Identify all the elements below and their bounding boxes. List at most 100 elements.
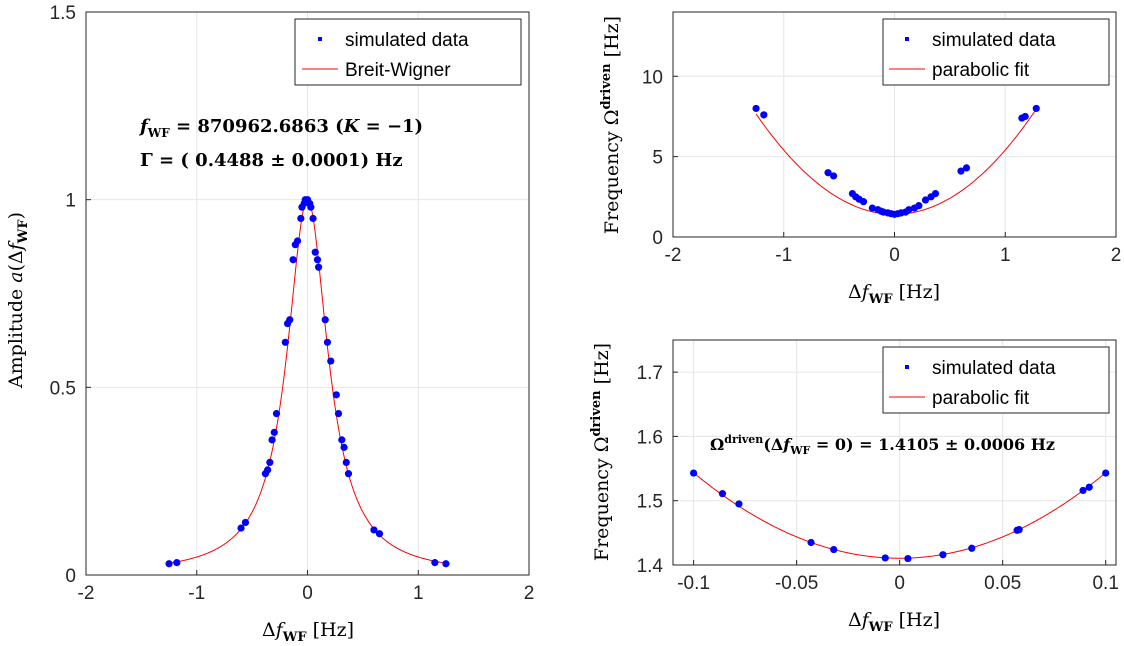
- left-ylabel: Amplitude a(ΔfWF): [5, 212, 31, 389]
- data-point: [957, 167, 965, 175]
- data-point: [289, 256, 297, 264]
- data-point: [1015, 526, 1023, 534]
- y-tick-label: 1.5: [50, 3, 76, 24]
- br-legend-box: [882, 346, 1110, 414]
- left-legend-box: [294, 18, 522, 86]
- data-point: [327, 357, 335, 365]
- data-point: [241, 518, 250, 527]
- y-tick-label: 1.5: [637, 492, 663, 513]
- x-tick-label: -2: [665, 245, 682, 266]
- data-point: [264, 466, 272, 474]
- tr-legend-marker-points: [905, 37, 909, 41]
- data-point: [760, 111, 768, 119]
- data-point: [281, 338, 289, 346]
- x-tick-label: 2: [524, 583, 535, 604]
- data-point: [868, 204, 876, 212]
- data-point: [313, 256, 322, 264]
- left-data-points: [165, 196, 450, 568]
- data-point: [165, 560, 173, 568]
- x-tick-label: -0.05: [775, 573, 818, 594]
- data-point: [881, 554, 889, 562]
- x-tick-label: -2: [78, 583, 95, 604]
- data-point: [272, 410, 281, 418]
- data-point: [340, 443, 348, 451]
- y-tick-label: 0: [652, 228, 663, 249]
- br-legend-label-data: simulated data: [932, 358, 1056, 379]
- data-point: [824, 169, 832, 177]
- data-point: [442, 560, 450, 568]
- data-point: [718, 490, 727, 498]
- data-point: [752, 104, 760, 113]
- left-ticks: -2 -1 0 1 2 0 0.5 1 1.5: [50, 3, 535, 604]
- y-tick-label: 0: [65, 566, 76, 587]
- data-point: [431, 559, 439, 567]
- data-point: [286, 316, 294, 324]
- data-point: [735, 500, 743, 508]
- data-point: [915, 202, 923, 210]
- data-point: [309, 214, 317, 223]
- data-point: [293, 237, 302, 245]
- x-tick-label: 2: [1111, 245, 1122, 266]
- data-point: [859, 198, 868, 206]
- x-tick-label: 0: [302, 583, 313, 604]
- data-point: [939, 551, 947, 559]
- data-point: [921, 196, 930, 204]
- data-point: [375, 530, 384, 538]
- y-tick-label: 1: [65, 191, 76, 212]
- y-tick-label: 1.4: [637, 556, 664, 577]
- x-tick-label: -1: [188, 583, 205, 604]
- x-tick-label: 1: [1000, 245, 1011, 266]
- legend-label-data: simulated data: [345, 30, 469, 51]
- data-point: [904, 554, 912, 563]
- tr-ticks: -2 -1 0 1 2 0 5 10: [642, 67, 1121, 266]
- br-fit-curve: [693, 472, 1107, 559]
- data-point: [314, 263, 323, 271]
- x-tick-label: -0.1: [677, 573, 710, 594]
- tr-xlabel: ΔfWF [Hz]: [848, 281, 940, 307]
- tr-legend-box: [882, 18, 1110, 86]
- data-point: [338, 436, 346, 444]
- br-data-points: [690, 469, 1110, 563]
- left-legend: simulated data Breit-Wigner: [294, 18, 522, 86]
- tr-legend-label-data: simulated data: [932, 30, 1056, 51]
- data-point: [270, 428, 278, 436]
- x-tick-label: 0: [894, 573, 905, 594]
- data-point: [332, 391, 340, 399]
- x-tick-label: -1: [775, 245, 792, 266]
- left-annotation-fwf: fWF = 870962.6863 (K = −1): [138, 116, 423, 140]
- y-tick-label: 1.7: [637, 363, 663, 384]
- y-tick-label: 10: [642, 67, 663, 88]
- data-point: [297, 214, 305, 223]
- data-point: [1085, 483, 1093, 491]
- tr-data-points: [752, 104, 1040, 218]
- br-annotation: Ωdriven(ΔfWF = 0) = 1.4105 ± 0.0006 Hz: [710, 433, 1055, 457]
- data-point: [266, 458, 274, 466]
- data-point: [321, 316, 329, 324]
- data-point: [1079, 486, 1087, 495]
- data-point: [173, 559, 181, 567]
- x-tick-label: 0.1: [1092, 573, 1118, 594]
- data-point: [690, 469, 698, 477]
- y-tick-label: 0.5: [50, 378, 76, 399]
- data-point: [334, 410, 343, 418]
- legend-marker-points: [318, 37, 322, 41]
- data-point: [1032, 104, 1040, 113]
- left-panel: -2 -1 0 1 2 0 0.5 1 1.5 Amplitude a(ΔfWF) ΔfWF […: [5, 3, 534, 645]
- br-ticks: -0.1 -0.05 0 0.05 0.1 1.4 1.5 1.6 1.7: [637, 363, 1119, 594]
- left-xlabel: ΔfWF [Hz]: [262, 619, 354, 645]
- left-annotation-gamma: Γ = ( 0.4488 ± 0.0001) Hz: [140, 150, 403, 171]
- data-point: [1102, 469, 1110, 477]
- x-tick-label: 0.05: [984, 573, 1021, 594]
- data-point: [370, 526, 378, 534]
- bottom-right-panel: -0.1 -0.05 0 0.05 0.1 1.4 1.5 1.6 1.7 Frequency …: [589, 339, 1119, 635]
- tr-legend: simulated data parabolic fit: [882, 18, 1110, 86]
- br-axes-box: [672, 339, 1117, 566]
- x-tick-label: 0: [889, 245, 900, 266]
- tr-ylabel: Frequency Ωdriven [Hz]: [599, 16, 623, 234]
- data-point: [931, 190, 940, 198]
- top-right-panel: -2 -1 0 1 2 0 5 10 Frequency Ωdriven [Hz] ΔfWF …: [599, 11, 1121, 307]
- br-legend-marker-points: [905, 365, 909, 369]
- legend-label-fit: Breit-Wigner: [345, 60, 451, 81]
- fit-line: [693, 472, 1107, 559]
